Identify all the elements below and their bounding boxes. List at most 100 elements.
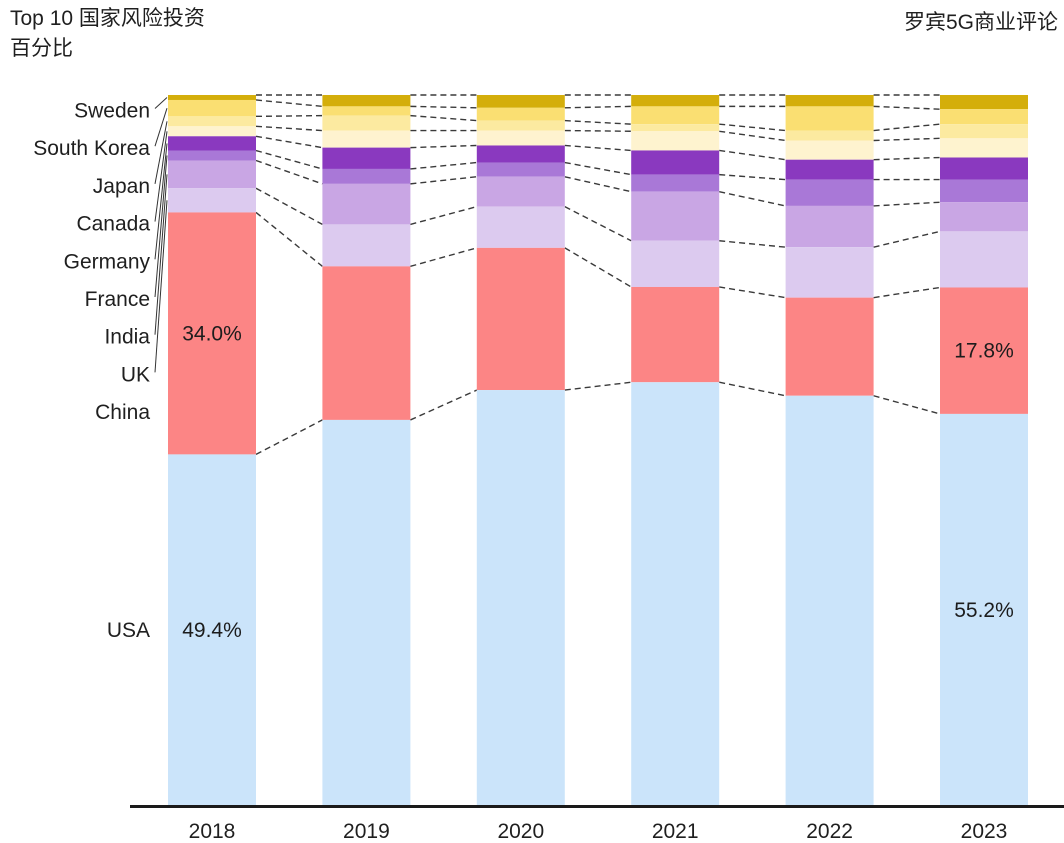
segment-connector-line [719,130,786,142]
segment-connector-line [873,137,941,142]
bar-segment-china-2019 [322,266,411,420]
segment-connector-line [410,161,477,170]
bar-segment-usa-2023 [940,413,1028,806]
leader-line-germany [154,143,168,260]
segment-connector-line [564,144,632,152]
bar-segment-uk-2020 [476,206,565,248]
x-axis-label-2019: 2019 [343,820,390,843]
x-axis-label-2020: 2020 [497,820,544,843]
data-label-china-2018: 34.0% [182,322,242,345]
leader-line-canada [154,131,168,222]
segment-connector-line [719,240,786,248]
bar-segment-uk-2019 [322,224,411,267]
bar-segment-japan-2021 [631,124,720,132]
bar-segment-sweden-2022 [785,95,874,107]
bar-segment-india-2020 [476,176,565,207]
series-label-japan: Japan [93,175,150,198]
segment-connector-line [873,123,941,132]
segment-connector-line [719,149,786,161]
series-label-china: China [95,401,150,424]
segment-connector-line [564,247,632,288]
segment-connector-line [719,123,786,132]
bar-segment-canada-2021 [631,131,720,151]
bar-segment-japan-2019 [322,115,411,131]
bar-segment-france-2019 [322,168,411,184]
x-axis-label-2022: 2022 [806,820,853,843]
bar-segment-usa-2019 [322,419,411,806]
segment-connector-line [410,247,477,268]
bar-segment-france-2018 [168,150,256,161]
segment-connector-line [873,105,941,110]
bar-segment-sweden-2020 [476,95,565,108]
series-label-canada: Canada [76,213,150,236]
bar-segment-uk-2018 [168,188,256,213]
bar-segment-germany-2018 [168,136,256,151]
segment-connector-line [410,389,478,421]
segment-connector-line [564,119,632,125]
leader-line-uk [154,200,168,373]
bar-segment-japan-2020 [476,120,565,131]
bar-segment-france-2023 [940,179,1028,203]
source-label: 罗宾5G商业评论 [903,11,1058,34]
bar-segment-uk-2023 [940,231,1028,288]
bar-segment-india-2022 [785,205,874,248]
bar-segment-canada-2018 [168,126,256,137]
series-label-france: France [85,288,150,311]
bar-segment-canada-2019 [322,130,411,148]
bar-segment-france-2022 [785,179,874,206]
x-axis-line [130,805,1064,808]
bar-segment-japan-2018 [168,116,256,127]
bar-segment-china-2023 [940,287,1028,414]
leader-line-sweden [154,97,168,109]
bar-segment-germany-2022 [785,159,874,180]
segment-connector-line [410,205,477,226]
bar-segment-india-2023 [940,202,1028,232]
chart-title-line1: Top 10 国家风险投资 [10,7,205,30]
bar-segment-usa-2018 [168,454,256,806]
bar-segment-china-2020 [476,247,565,391]
bar-segment-uk-2022 [785,247,874,298]
bar-segment-china-2021 [631,286,720,383]
bar-segment-sweden-2021 [631,95,720,107]
series-label-south-korea: South Korea [33,137,150,160]
chart-title: Top 10 国家风险投资 百分比 [10,4,205,64]
segment-connector-line [564,161,632,176]
segment-connector-line [255,211,323,267]
bar-segment-india-2018 [168,160,256,189]
bar-segment-germany-2020 [476,145,565,163]
bar-segment-france-2021 [631,174,720,192]
segment-connector-line [873,201,941,207]
segment-connector-line [719,191,786,207]
bar-segment-usa-2021 [631,382,720,806]
segment-connector-line [873,230,941,248]
segment-connector-line [410,176,477,185]
chart-title-line2: 百分比 [10,37,73,60]
data-label-china-2023: 17.8% [954,340,1014,363]
bar-segment-uk-2021 [631,240,720,287]
bar-segment-sweden-2019 [322,95,411,107]
series-label-germany: Germany [64,250,151,273]
leader-line-france [154,155,168,298]
segment-connector-line [564,105,632,109]
bar-segment-canada-2020 [476,130,565,146]
bar-segment-germany-2021 [631,150,720,175]
bar-segment-south-korea-2022 [785,106,874,131]
series-label-usa: USA [107,619,150,642]
leader-line-japan [154,121,168,184]
segment-connector-line [873,156,941,161]
segment-connector-line [564,129,632,132]
bar-segment-south-korea-2023 [940,109,1028,125]
segment-connector-line [873,286,941,299]
bar-segment-japan-2022 [785,130,874,141]
bar-segment-sweden-2023 [940,95,1028,110]
bar-segment-canada-2022 [785,140,874,160]
data-label-usa-2018: 49.4% [182,619,242,642]
segment-connector-line [410,144,477,149]
bar-segment-south-korea-2020 [476,107,565,121]
series-label-sweden: Sweden [74,100,150,123]
x-axis-label-2018: 2018 [189,820,236,843]
leader-line-india [154,174,168,335]
bar-segment-france-2020 [476,162,565,177]
